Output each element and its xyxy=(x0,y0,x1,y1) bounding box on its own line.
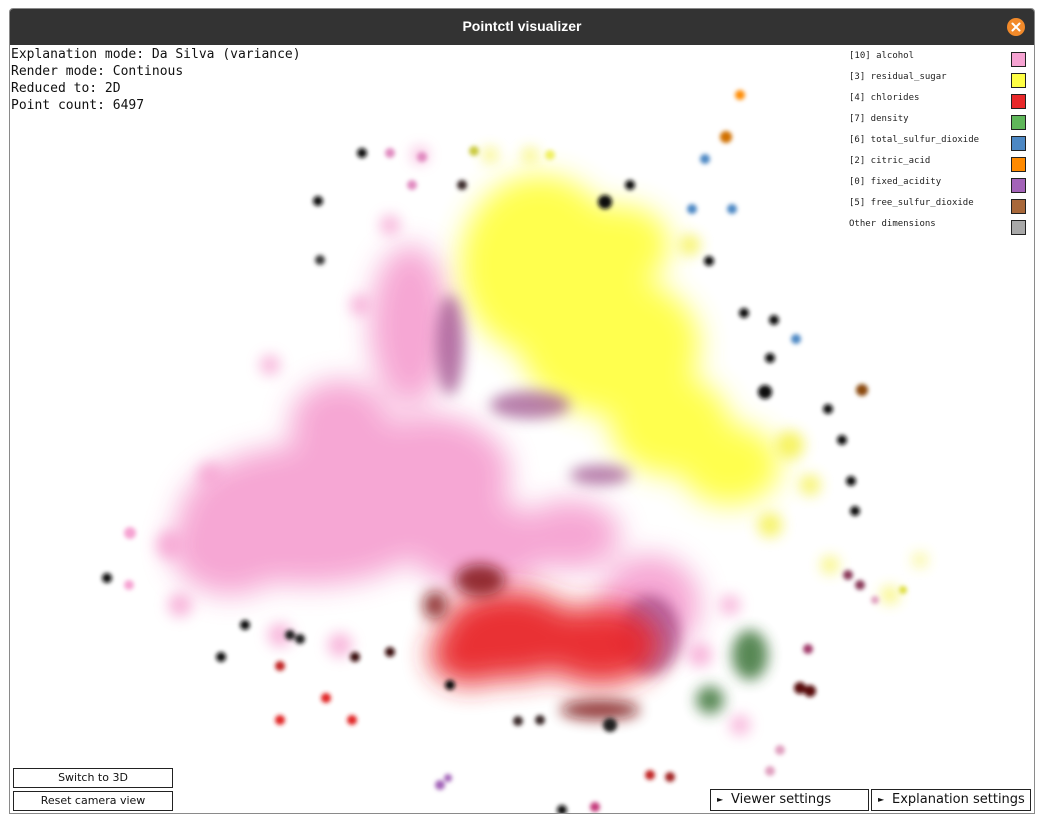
legend-label: [2] citric_acid xyxy=(849,156,931,166)
legend-swatch xyxy=(1011,115,1026,130)
legend-swatch xyxy=(1011,199,1026,214)
legend-item: Other dimensions xyxy=(849,217,1033,238)
legend-label: [10] alcohol xyxy=(849,51,915,61)
legend-item: [7] density xyxy=(849,112,1033,133)
legend-item: [5] free_sulfur_dioxide xyxy=(849,196,1033,217)
legend-label: [7] density xyxy=(849,114,909,124)
legend-item: [2] citric_acid xyxy=(849,154,1033,175)
legend-label: [5] free_sulfur_dioxide xyxy=(849,198,974,208)
cluster-density xyxy=(696,630,768,714)
legend-swatch xyxy=(1011,52,1026,67)
legend-item: [10] alcohol xyxy=(849,49,1033,70)
legend-label: Other dimensions xyxy=(849,219,936,229)
legend-swatch xyxy=(1011,94,1026,109)
legend-label: [4] chlorides xyxy=(849,93,920,103)
explanation-settings-button[interactable]: ► Explanation settings xyxy=(871,789,1031,811)
legend-swatch xyxy=(1011,73,1026,88)
cluster-chlorides xyxy=(430,590,660,685)
cluster-alcohol-edge xyxy=(156,147,750,735)
close-x-icon xyxy=(1011,22,1021,32)
cluster-residual-sugar xyxy=(460,175,780,505)
scatter-points xyxy=(102,90,907,813)
legend-swatch xyxy=(1011,220,1026,235)
legend-label: [3] residual_sugar xyxy=(849,72,947,82)
scatter-plot[interactable] xyxy=(10,45,1034,813)
legend-swatch xyxy=(1011,178,1026,193)
triangle-right-icon: ► xyxy=(717,795,724,804)
legend-swatch xyxy=(1011,157,1026,172)
render-mode-text: Render mode: Continous xyxy=(11,64,184,79)
legend-label: [6] total_sulfur_dioxide xyxy=(849,135,980,145)
legend-swatch xyxy=(1011,136,1026,151)
viewer-settings-label: Viewer settings xyxy=(731,792,832,807)
switch-3d-button[interactable]: Switch to 3D xyxy=(13,768,173,788)
legend-item: [6] total_sulfur_dioxide xyxy=(849,133,1033,154)
viewer-settings-button[interactable]: ► Viewer settings xyxy=(710,789,869,811)
explanation-mode-text: Explanation mode: Da Silva (variance) xyxy=(11,47,301,62)
explanation-settings-label: Explanation settings xyxy=(892,792,1025,807)
reduced-to-text: Reduced to: 2D xyxy=(11,81,121,96)
legend-item: [4] chlorides xyxy=(849,91,1033,112)
plot-canvas[interactable]: Explanation mode: Da Silva (variance) Re… xyxy=(10,45,1034,813)
cluster-chlorides-dark xyxy=(423,564,640,720)
close-button[interactable] xyxy=(1007,18,1025,36)
info-panel: Explanation mode: Da Silva (variance) Re… xyxy=(11,46,301,114)
title-bar[interactable]: Pointctl visualizer xyxy=(10,9,1034,45)
legend-item: [3] residual_sugar xyxy=(849,70,1033,91)
legend-label: [0] fixed_acidity xyxy=(849,177,942,187)
triangle-right-icon: ► xyxy=(878,795,885,804)
point-count-text: Point count: 6497 xyxy=(11,98,145,113)
legend: [10] alcohol [3] residual_sugar [4] chlori… xyxy=(849,49,1033,238)
legend-item: [0] fixed_acidity xyxy=(849,175,1033,196)
visualizer-window: Pointctl visualizer xyxy=(9,8,1035,814)
cluster-residual-sugar-edge xyxy=(483,148,926,603)
window-title: Pointctl visualizer xyxy=(462,18,582,34)
reset-camera-button[interactable]: Reset camera view xyxy=(13,791,173,811)
